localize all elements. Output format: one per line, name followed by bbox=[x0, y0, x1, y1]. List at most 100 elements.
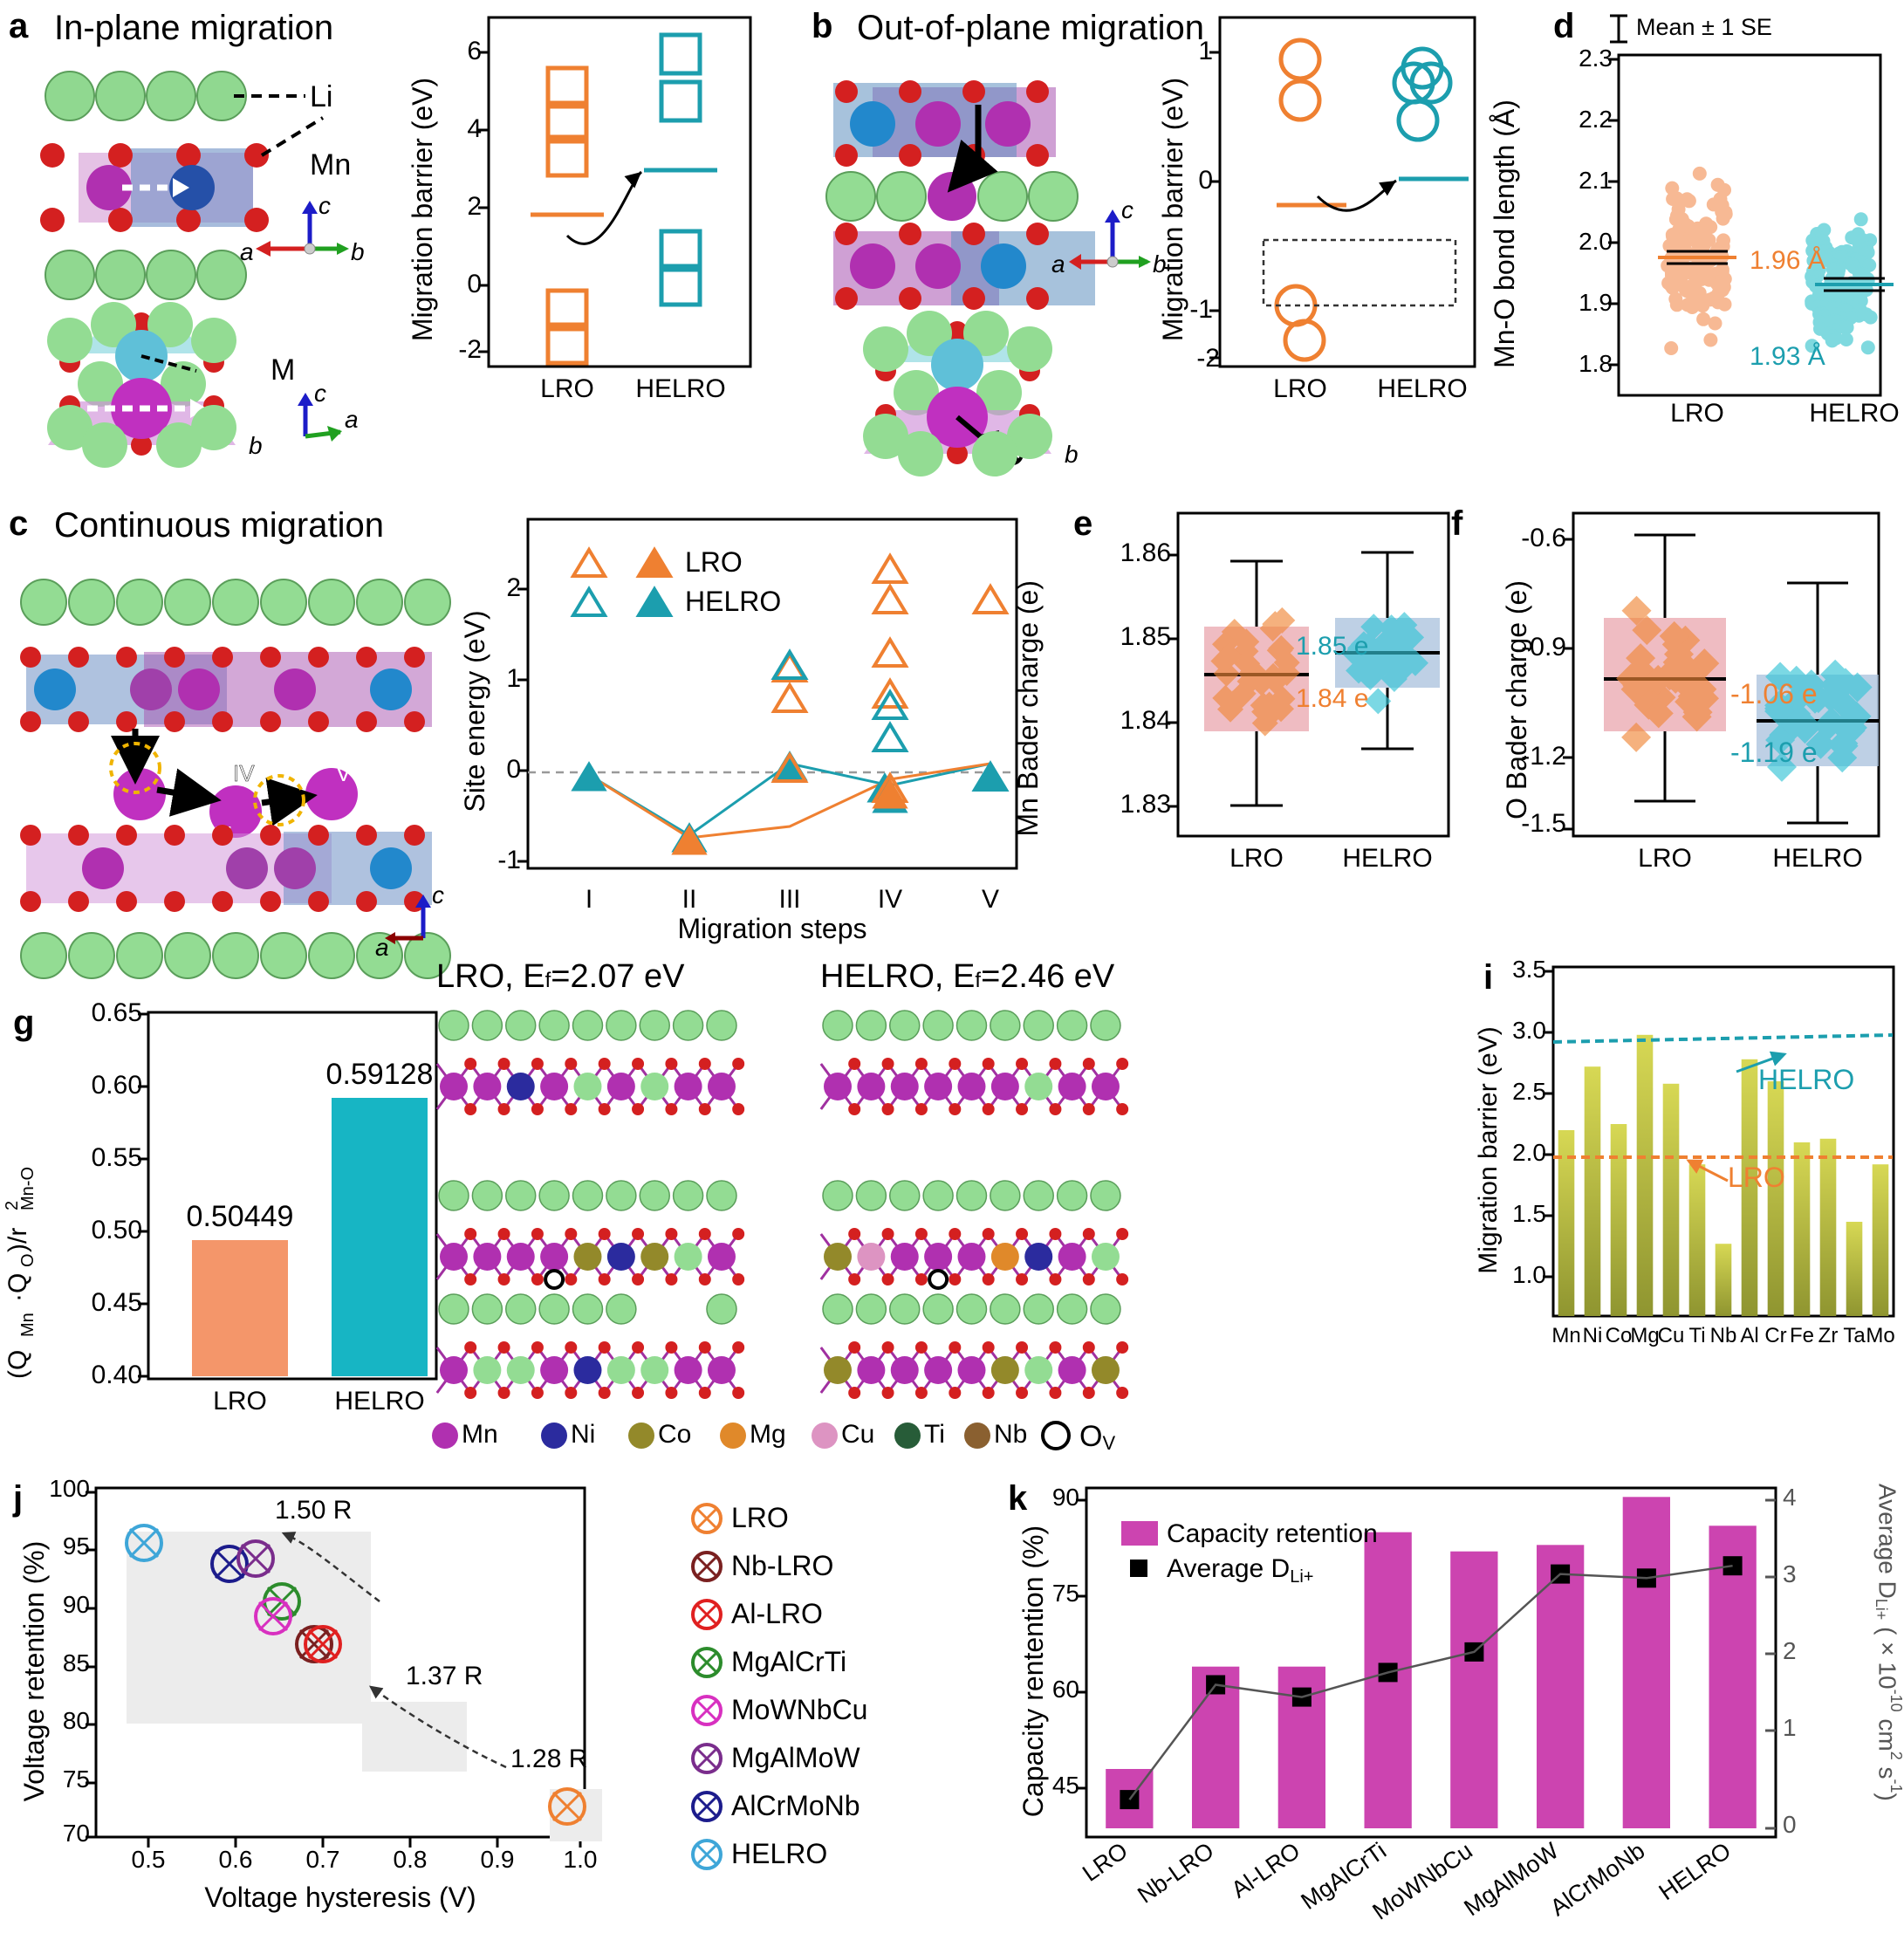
svg-text:Mo: Mo bbox=[1866, 1324, 1894, 1347]
svg-text:90: 90 bbox=[63, 1591, 90, 1618]
svg-text:LRO: LRO bbox=[213, 1387, 267, 1416]
svg-text:Al-LRO: Al-LRO bbox=[731, 1598, 823, 1629]
svg-text:Ti: Ti bbox=[924, 1420, 945, 1449]
svg-text:Ti: Ti bbox=[1688, 1324, 1705, 1347]
svg-text:IV: IV bbox=[878, 885, 902, 914]
svg-text:MgAlMoW: MgAlMoW bbox=[1459, 1837, 1564, 1921]
svg-text:Average DLi+: Average DLi+ bbox=[1167, 1554, 1313, 1587]
svg-text:0.65: 0.65 bbox=[92, 998, 142, 1027]
svg-text:1.84 e: 1.84 e bbox=[1296, 684, 1368, 713]
svg-text:k: k bbox=[1008, 1479, 1028, 1518]
svg-text:HELRO: HELRO bbox=[334, 1387, 424, 1416]
svg-text:90: 90 bbox=[1052, 1484, 1079, 1511]
svg-text:Ni: Ni bbox=[571, 1420, 595, 1449]
svg-text:3: 3 bbox=[1783, 1560, 1797, 1587]
svg-text:1.86: 1.86 bbox=[1120, 538, 1171, 567]
svg-text:2.1: 2.1 bbox=[1579, 167, 1613, 194]
svg-text:a: a bbox=[1051, 250, 1065, 278]
svg-text:1.8: 1.8 bbox=[1579, 350, 1613, 377]
svg-text:0.50: 0.50 bbox=[92, 1216, 142, 1244]
svg-text:1.50 R: 1.50 R bbox=[275, 1496, 352, 1525]
svg-text:LRO: LRO bbox=[1670, 399, 1724, 428]
svg-text:c: c bbox=[318, 192, 331, 219]
svg-text:Mn: Mn bbox=[1551, 1324, 1580, 1347]
svg-text:1.0: 1.0 bbox=[564, 1846, 598, 1873]
svg-text:·Q: ·Q bbox=[3, 1273, 32, 1302]
svg-text:LRO: LRO bbox=[685, 546, 743, 578]
svg-text:0.45: 0.45 bbox=[92, 1288, 142, 1317]
svg-text:c: c bbox=[314, 380, 326, 407]
svg-text:2.2: 2.2 bbox=[1579, 106, 1613, 133]
svg-text:Al: Al bbox=[1740, 1324, 1758, 1347]
svg-text:0.6: 0.6 bbox=[219, 1846, 253, 1873]
svg-text:LRO: LRO bbox=[1638, 844, 1692, 873]
svg-text:Mg: Mg bbox=[750, 1420, 786, 1449]
svg-text:0.7: 0.7 bbox=[306, 1846, 340, 1873]
svg-text:IV: IV bbox=[233, 760, 255, 786]
svg-text:Nb-LRO: Nb-LRO bbox=[1133, 1837, 1218, 1908]
svg-text:a: a bbox=[240, 238, 254, 265]
svg-text:Cr: Cr bbox=[1764, 1324, 1786, 1347]
svg-text:Zr: Zr bbox=[1818, 1324, 1839, 1347]
svg-text:f: f bbox=[1451, 504, 1463, 543]
svg-text:Ta: Ta bbox=[1843, 1324, 1866, 1347]
svg-text:Migration steps: Migration steps bbox=[678, 913, 867, 944]
svg-text:Migration barrier (eV): Migration barrier (eV) bbox=[1474, 1026, 1503, 1273]
svg-text:Nb: Nb bbox=[1710, 1324, 1737, 1347]
svg-text:V: V bbox=[982, 885, 999, 914]
svg-text:AlCrMoNb: AlCrMoNb bbox=[1545, 1837, 1649, 1921]
svg-text:-1: -1 bbox=[1189, 295, 1213, 324]
svg-text:Capacity rentention (%): Capacity rentention (%) bbox=[1017, 1525, 1049, 1817]
svg-text:0.8: 0.8 bbox=[394, 1846, 428, 1873]
svg-text:a: a bbox=[345, 406, 359, 433]
svg-text:AlCrMoNb: AlCrMoNb bbox=[731, 1790, 860, 1821]
svg-text:Co: Co bbox=[658, 1420, 691, 1449]
svg-text:0.60: 0.60 bbox=[92, 1071, 142, 1100]
svg-text:2.3: 2.3 bbox=[1579, 45, 1613, 72]
svg-text:e: e bbox=[1073, 504, 1092, 543]
svg-text:c: c bbox=[1121, 196, 1133, 223]
svg-text:II: II bbox=[682, 885, 697, 914]
svg-text:75: 75 bbox=[1052, 1580, 1079, 1607]
svg-text:LRO: LRO bbox=[1078, 1837, 1133, 1886]
svg-text:LRO: LRO bbox=[1229, 844, 1284, 873]
svg-text:1.96 Å: 1.96 Å bbox=[1750, 246, 1825, 275]
svg-text:0.5: 0.5 bbox=[132, 1846, 166, 1873]
svg-text:2.0: 2.0 bbox=[1579, 228, 1613, 255]
svg-text:c: c bbox=[432, 881, 444, 908]
svg-text:Site energy (eV): Site energy (eV) bbox=[459, 610, 490, 812]
svg-text:-1.06 e: -1.06 e bbox=[1730, 678, 1818, 710]
svg-text:HELRO: HELRO bbox=[685, 586, 781, 617]
svg-text:j: j bbox=[12, 1479, 23, 1518]
svg-text:0.55: 0.55 bbox=[92, 1143, 142, 1172]
svg-text:Mn: Mn bbox=[462, 1420, 498, 1449]
svg-text:HELRO: HELRO bbox=[1758, 1064, 1854, 1095]
svg-text:LRO: LRO bbox=[1728, 1162, 1785, 1193]
svg-text:60: 60 bbox=[1052, 1676, 1079, 1703]
svg-text:HELRO: HELRO bbox=[1772, 844, 1862, 873]
svg-text:Cu: Cu bbox=[1658, 1324, 1685, 1347]
svg-text:0.50449: 0.50449 bbox=[187, 1200, 294, 1233]
svg-text:M: M bbox=[271, 353, 295, 387]
svg-text:-1.19 e: -1.19 e bbox=[1730, 737, 1818, 768]
svg-text:1.9: 1.9 bbox=[1579, 289, 1613, 316]
svg-text:LRO: LRO bbox=[540, 374, 594, 403]
svg-text:-2: -2 bbox=[458, 335, 482, 364]
svg-text:HELRO: HELRO bbox=[1809, 399, 1899, 428]
svg-text:O: O bbox=[18, 1253, 38, 1267]
svg-text:1.85: 1.85 bbox=[1120, 622, 1171, 651]
svg-text:HELRO: HELRO bbox=[635, 374, 725, 403]
svg-text:1.28 R: 1.28 R bbox=[510, 1745, 587, 1773]
svg-text:Fe: Fe bbox=[1790, 1324, 1814, 1347]
svg-text:Capacity retention: Capacity retention bbox=[1167, 1519, 1378, 1548]
svg-text:OV: OV bbox=[1079, 1420, 1115, 1454]
svg-text:HELRO: HELRO bbox=[1377, 374, 1467, 403]
svg-text:Mn-O bond length (Å): Mn-O bond length (Å) bbox=[1489, 99, 1520, 368]
svg-text:1.84: 1.84 bbox=[1120, 706, 1171, 735]
svg-text:1.83: 1.83 bbox=[1120, 790, 1171, 819]
svg-text:a: a bbox=[375, 934, 389, 961]
svg-text:1.85 e: 1.85 e bbox=[1296, 632, 1368, 661]
svg-text:Mn: Mn bbox=[18, 1313, 38, 1337]
svg-text:Mn-O: Mn-O bbox=[18, 1167, 38, 1210]
svg-text:)/r: )/r bbox=[3, 1228, 32, 1252]
